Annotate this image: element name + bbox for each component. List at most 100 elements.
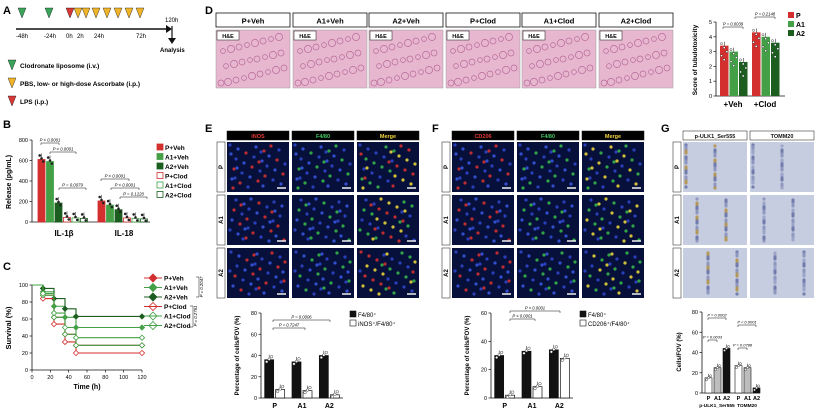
- micrograph-cell: [250, 263, 254, 267]
- micrograph-cell: [304, 203, 308, 207]
- micrograph-cell: [622, 239, 626, 243]
- micrograph-cell: [484, 150, 488, 154]
- legend-ascorbate-text: PBS, low- or high-dose Ascorbate (i.p.): [20, 81, 140, 88]
- he-tubule: [536, 60, 544, 68]
- he-stain-label: H&E: [528, 34, 540, 40]
- panel-letter-c: C: [3, 261, 11, 273]
- micrograph-cell: [336, 178, 340, 182]
- micrograph-cell: [390, 257, 394, 261]
- micrograph-cell: [344, 182, 348, 186]
- micrograph-cell: [636, 270, 640, 274]
- he-tubule: [648, 69, 654, 75]
- micrograph-cell: [308, 268, 312, 272]
- micrograph-cell: [481, 179, 485, 183]
- he-tubule: [557, 39, 565, 47]
- micrograph-cell: [505, 204, 509, 208]
- micrograph-cell: [346, 270, 350, 274]
- grid-row-header: [216, 247, 226, 299]
- chart-b-legend-label: A2+Clod: [165, 193, 192, 200]
- micrograph-cell: [493, 220, 497, 224]
- he-tubule: [663, 64, 671, 72]
- micrograph-cell: [388, 267, 392, 271]
- he-tubule: [339, 54, 345, 60]
- chart-c-series-line: [32, 284, 142, 339]
- he-tubule: [498, 36, 504, 42]
- F-quant-point: [549, 350, 553, 354]
- micrograph-cell: [612, 201, 616, 205]
- chart-c-pvalue: P = 0.2761: [193, 305, 198, 326]
- micrograph-cell: [312, 207, 316, 211]
- micrograph-cell: [269, 229, 273, 233]
- micrograph-cell: [279, 182, 283, 186]
- micrograph-cell: [460, 264, 464, 268]
- micrograph-cell: [335, 210, 339, 214]
- micrograph-cell: [802, 258, 806, 262]
- micrograph-cell: [773, 279, 777, 283]
- grid-row-label: A2: [675, 269, 681, 277]
- micrograph-cell: [306, 278, 310, 282]
- he-tubule: [618, 43, 626, 51]
- chart-c-y-tick-label: 20: [22, 351, 28, 357]
- micrograph-cell: [486, 184, 490, 188]
- micrograph-cell: [370, 212, 374, 216]
- grid-row-header: [672, 247, 682, 299]
- chart-b-point: [123, 212, 127, 216]
- he-tubule: [610, 45, 618, 53]
- E-quant-point: [278, 387, 282, 391]
- micrograph-cell: [591, 232, 595, 236]
- chart-b-point: [106, 199, 110, 203]
- chart-d-y-tick-label: 0: [709, 94, 712, 100]
- micrograph-cell: [323, 267, 327, 271]
- micrograph-cell: [341, 265, 345, 269]
- micrograph-cell: [399, 144, 403, 148]
- E-quant-y-tick-label: 40: [251, 354, 257, 360]
- he-stain-tag: [216, 30, 240, 41]
- micrograph-cell: [239, 203, 243, 207]
- grid-row-header: [441, 141, 451, 193]
- micrograph-cell: [309, 151, 313, 155]
- micrograph-cell: [300, 166, 304, 170]
- he-group-label: A2+Clod: [621, 17, 652, 26]
- micrograph-cell: [231, 186, 235, 190]
- micrograph-cell: [476, 231, 480, 235]
- micrograph-cell: [706, 261, 710, 265]
- micrograph-cell: [791, 226, 795, 230]
- micrograph-cell: [469, 236, 473, 240]
- he-tubule: [450, 48, 456, 54]
- he-tubule: [336, 37, 344, 45]
- micrograph-cell: [724, 218, 728, 222]
- chart-b-point: [110, 205, 114, 209]
- chart-d-point: [761, 45, 765, 49]
- micrograph-cell: [345, 289, 349, 293]
- micrograph-cell: [303, 181, 307, 185]
- F-quant-point: [560, 358, 564, 362]
- micrograph-cell: [563, 209, 567, 213]
- micrograph-cell: [590, 166, 594, 170]
- micrograph-cell: [315, 263, 319, 267]
- he-tubule: [533, 45, 541, 53]
- micrograph-cell: [330, 164, 334, 168]
- chart-b-category-label: IL-1β: [54, 229, 73, 238]
- E-quant-sig-pvalue: P = 0.7247: [279, 323, 300, 328]
- he-tubule: [244, 42, 250, 48]
- micrograph-cell: [524, 157, 528, 161]
- he-tubule: [304, 45, 312, 53]
- chart-b-point: [127, 218, 131, 222]
- micrograph-cell: [614, 150, 618, 154]
- micrograph-cell: [272, 200, 276, 204]
- he-tubule: [223, 63, 229, 69]
- E-quant-legend-label: iNOS⁺/F4/80⁺: [358, 321, 396, 328]
- micrograph-cell: [232, 167, 236, 171]
- micrograph-cell: [233, 274, 237, 278]
- chart-b-point: [140, 213, 144, 217]
- micrograph-cell: [297, 167, 301, 171]
- micrograph-cell: [463, 222, 467, 226]
- clodronate-marker: [17, 7, 27, 19]
- F-quant-point: [522, 351, 526, 355]
- chart-d-y-tick-label: 5: [709, 20, 712, 26]
- micrograph-cell: [623, 261, 627, 265]
- micrograph-cell: [234, 198, 238, 202]
- chart-b-sig-bracket: [58, 187, 87, 190]
- chart-g-bar: [734, 365, 743, 394]
